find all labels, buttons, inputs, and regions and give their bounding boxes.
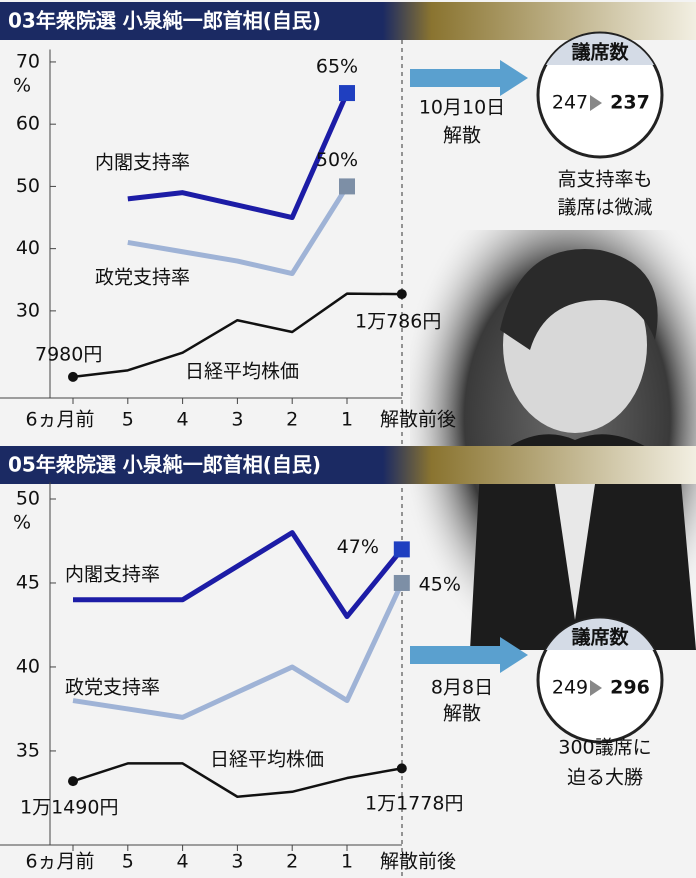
x-tick-label: 5 bbox=[122, 851, 134, 873]
y-tick-label: 60 bbox=[16, 113, 40, 135]
arrow bbox=[410, 637, 528, 673]
x-tick-label: 4 bbox=[177, 851, 189, 873]
y-tick-label: 50 bbox=[16, 487, 40, 509]
seat-label: 議席数 bbox=[571, 41, 629, 64]
point bbox=[68, 776, 78, 787]
y-tick-label: 40 bbox=[16, 655, 40, 677]
header-bar bbox=[0, 446, 696, 484]
value-label: 7980円 bbox=[35, 344, 102, 366]
value-label: 65% bbox=[316, 56, 358, 78]
point bbox=[339, 85, 355, 102]
y-tick-label: 50 bbox=[16, 175, 40, 197]
x-tick-label: 5 bbox=[122, 409, 134, 431]
seat-header bbox=[546, 618, 654, 650]
caption: 高支持率も bbox=[557, 169, 652, 191]
x-tick-label: 6ヵ月前 bbox=[25, 409, 94, 431]
point bbox=[68, 371, 78, 382]
seats-after: 237 bbox=[610, 92, 650, 114]
y-unit: % bbox=[13, 74, 31, 96]
series-name: 政党支持率 bbox=[65, 677, 160, 699]
dissolution-date: 8月8日 bbox=[431, 677, 493, 699]
series-name: 政党支持率 bbox=[95, 267, 190, 289]
y-unit: % bbox=[13, 511, 31, 533]
seat-label: 議席数 bbox=[571, 626, 629, 649]
series-name: 日経平均株価 bbox=[210, 749, 324, 771]
value-label: 1万786円 bbox=[355, 311, 441, 333]
header-bar bbox=[0, 2, 696, 40]
caption: 迫る大勝 bbox=[567, 767, 643, 789]
series-line bbox=[72, 292, 402, 379]
series-line bbox=[72, 762, 403, 798]
seats-before: 247 bbox=[552, 92, 588, 114]
x-tick-label: 3 bbox=[231, 851, 243, 873]
y-tick-label: 35 bbox=[16, 739, 40, 761]
value-label: 45% bbox=[419, 573, 461, 595]
point bbox=[393, 541, 410, 558]
chart-title: 03年衆院選 小泉純一郎首相(自民) bbox=[8, 9, 321, 33]
series-name: 内閣支持率 bbox=[95, 152, 190, 174]
series-line bbox=[127, 185, 350, 277]
y-tick-label: 70 bbox=[16, 50, 40, 72]
value-label: 1万1490円 bbox=[20, 797, 118, 819]
point bbox=[396, 289, 407, 300]
x-tick-label: 3 bbox=[231, 409, 243, 431]
y-tick-label: 45 bbox=[16, 571, 40, 593]
seat-arrow bbox=[590, 680, 602, 696]
seat-header bbox=[546, 33, 654, 65]
caption: 300議席に bbox=[558, 737, 651, 759]
photo bbox=[410, 230, 696, 650]
dissolution-event: 解散 bbox=[443, 125, 481, 147]
x-tick-label: 2 bbox=[286, 851, 298, 873]
seats-after: 296 bbox=[610, 677, 650, 699]
point bbox=[396, 763, 407, 774]
point bbox=[339, 178, 355, 195]
series-name: 内閣支持率 bbox=[65, 564, 160, 586]
point bbox=[393, 574, 410, 591]
dissolution-event: 解散 bbox=[443, 703, 481, 725]
chart-title: 05年衆院選 小泉純一郎首相(自民) bbox=[8, 453, 321, 477]
dissolution-date: 10月10日 bbox=[419, 97, 505, 119]
x-tick-label: 2 bbox=[286, 409, 298, 431]
x-tick-label: 6ヵ月前 bbox=[25, 851, 94, 873]
value-label: 50% bbox=[316, 149, 358, 171]
arrow bbox=[410, 60, 528, 96]
series-line bbox=[73, 530, 404, 620]
value-label: 47% bbox=[337, 536, 379, 558]
caption: 議席は微減 bbox=[557, 197, 652, 219]
x-tick-label: 解散前後 bbox=[380, 409, 456, 431]
x-tick-label: 1 bbox=[341, 851, 353, 873]
series-line bbox=[72, 581, 405, 720]
x-tick-label: 解散前後 bbox=[380, 851, 456, 873]
value-label: 1万1778円 bbox=[365, 793, 463, 815]
series-line bbox=[127, 92, 350, 221]
y-tick-label: 30 bbox=[16, 299, 40, 321]
series-name: 日経平均株価 bbox=[185, 361, 299, 383]
y-tick-label: 40 bbox=[16, 237, 40, 259]
x-tick-label: 4 bbox=[177, 409, 189, 431]
seat-arrow bbox=[590, 95, 602, 111]
seats-before: 249 bbox=[552, 677, 588, 699]
x-tick-label: 1 bbox=[341, 409, 353, 431]
